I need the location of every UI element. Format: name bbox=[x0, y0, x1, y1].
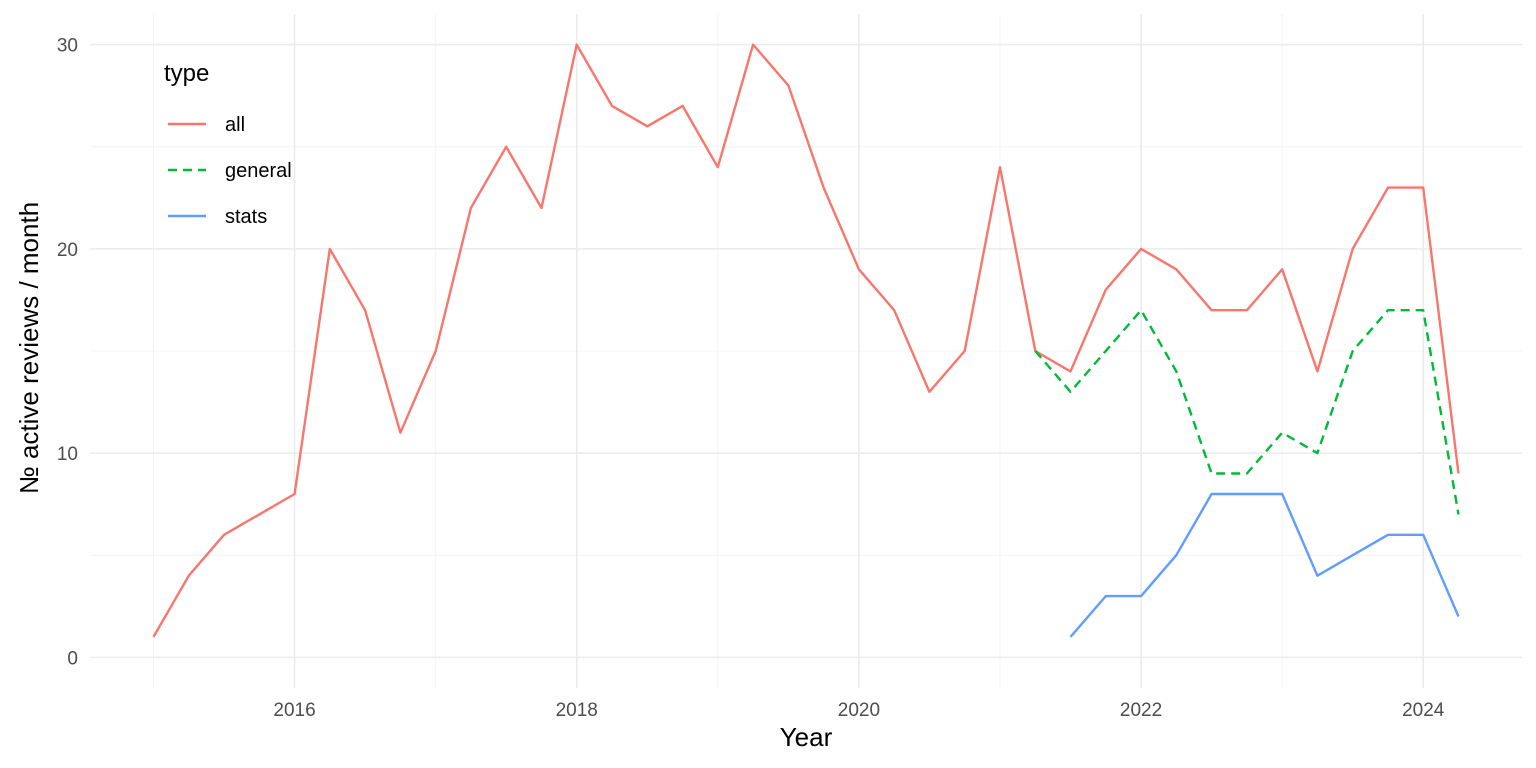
legend-title: type bbox=[164, 60, 209, 87]
y-tick-label: 30 bbox=[57, 36, 78, 57]
tick-labels: 2016 2018 2020 2022 2024 0 10 20 30 bbox=[57, 36, 1445, 721]
x-tick-label: 2024 bbox=[1402, 700, 1445, 721]
y-axis-title: № active reviews / month bbox=[14, 202, 44, 494]
y-tick-label: 0 bbox=[67, 648, 78, 669]
legend: type all general stats bbox=[164, 60, 292, 228]
legend-label-stats: stats bbox=[225, 206, 267, 228]
x-axis-title: Year bbox=[780, 722, 833, 752]
x-tick-label: 2020 bbox=[838, 700, 880, 721]
x-tick-label: 2018 bbox=[556, 700, 598, 721]
legend-label-all: all bbox=[225, 114, 245, 136]
y-tick-label: 20 bbox=[57, 240, 78, 261]
series-line-all bbox=[152, 43, 1460, 638]
series-line-general bbox=[1034, 309, 1460, 515]
x-tick-label: 2016 bbox=[273, 700, 315, 721]
y-tick-label: 10 bbox=[57, 444, 78, 465]
series-line-stats bbox=[1069, 492, 1460, 638]
x-tick-label: 2022 bbox=[1120, 700, 1162, 721]
legend-label-general: general bbox=[225, 160, 292, 182]
grid bbox=[90, 14, 1522, 688]
series-lines bbox=[152, 43, 1460, 638]
